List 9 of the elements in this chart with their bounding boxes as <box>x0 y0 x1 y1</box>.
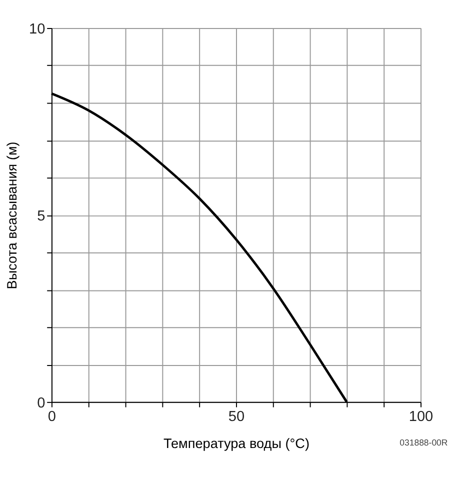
x-axis-title: Температура воды (°C) <box>163 436 310 452</box>
y-axis-title: Высота всасывания (м) <box>4 142 20 290</box>
x-tick-label: 0 <box>48 408 56 425</box>
y-tick-label: 10 <box>28 21 46 38</box>
text: 031888-00R <box>400 438 448 448</box>
x-tick-label: 100 <box>408 408 434 425</box>
y-tick-label: 5 <box>37 208 46 224</box>
x-tick-label: 50 <box>228 408 245 425</box>
y-tick-label: 0 <box>37 395 46 412</box>
